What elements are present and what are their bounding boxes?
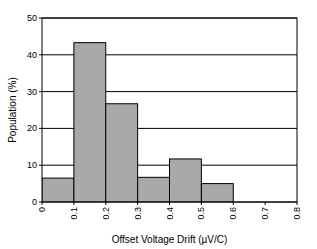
bar (170, 159, 202, 202)
x-tick (201, 202, 202, 205)
x-tick (233, 202, 234, 205)
x-tick (105, 202, 106, 205)
chart: 0 10 20 30 40 50 0 0.1 0.2 0.3 0.4 0.5 0.6 0.7 0.8 Offs… (0, 0, 317, 249)
x-tick-label: 0.6 (228, 207, 238, 220)
x-tick (169, 202, 170, 205)
x-tick (73, 202, 74, 205)
x-tick (297, 202, 298, 205)
x-tick (265, 202, 266, 205)
bar (201, 184, 233, 202)
y-tick-label: 50 (27, 13, 37, 23)
y-tick-label: 10 (27, 160, 37, 170)
plot-background (42, 18, 297, 202)
bar (42, 178, 74, 202)
x-tick-label: 0.4 (165, 207, 175, 220)
x-tick-label: 0.3 (133, 207, 143, 220)
bar (106, 104, 138, 202)
y-tick-label: 30 (27, 87, 37, 97)
bar (138, 177, 170, 202)
bar (74, 43, 106, 202)
y-tick-label: 40 (27, 50, 37, 60)
x-axis-label: Offset Voltage Drift (µV/C) (112, 234, 228, 245)
x-tick-label: 0.7 (260, 207, 270, 220)
x-tick (137, 202, 138, 205)
x-tick-label: 0.8 (292, 207, 302, 220)
bars (42, 43, 233, 202)
plot-frame (42, 18, 297, 202)
y-axis-label: Population (%) (7, 77, 18, 143)
x-tick (42, 202, 43, 205)
x-tick-label: 0 (37, 207, 47, 212)
x-tick-label: 0.5 (196, 207, 206, 220)
x-tick-label: 0.1 (69, 207, 79, 220)
x-tick-label: 0.2 (101, 207, 111, 220)
y-tick-label: 0 (32, 197, 37, 207)
y-tick-label: 20 (27, 123, 37, 133)
